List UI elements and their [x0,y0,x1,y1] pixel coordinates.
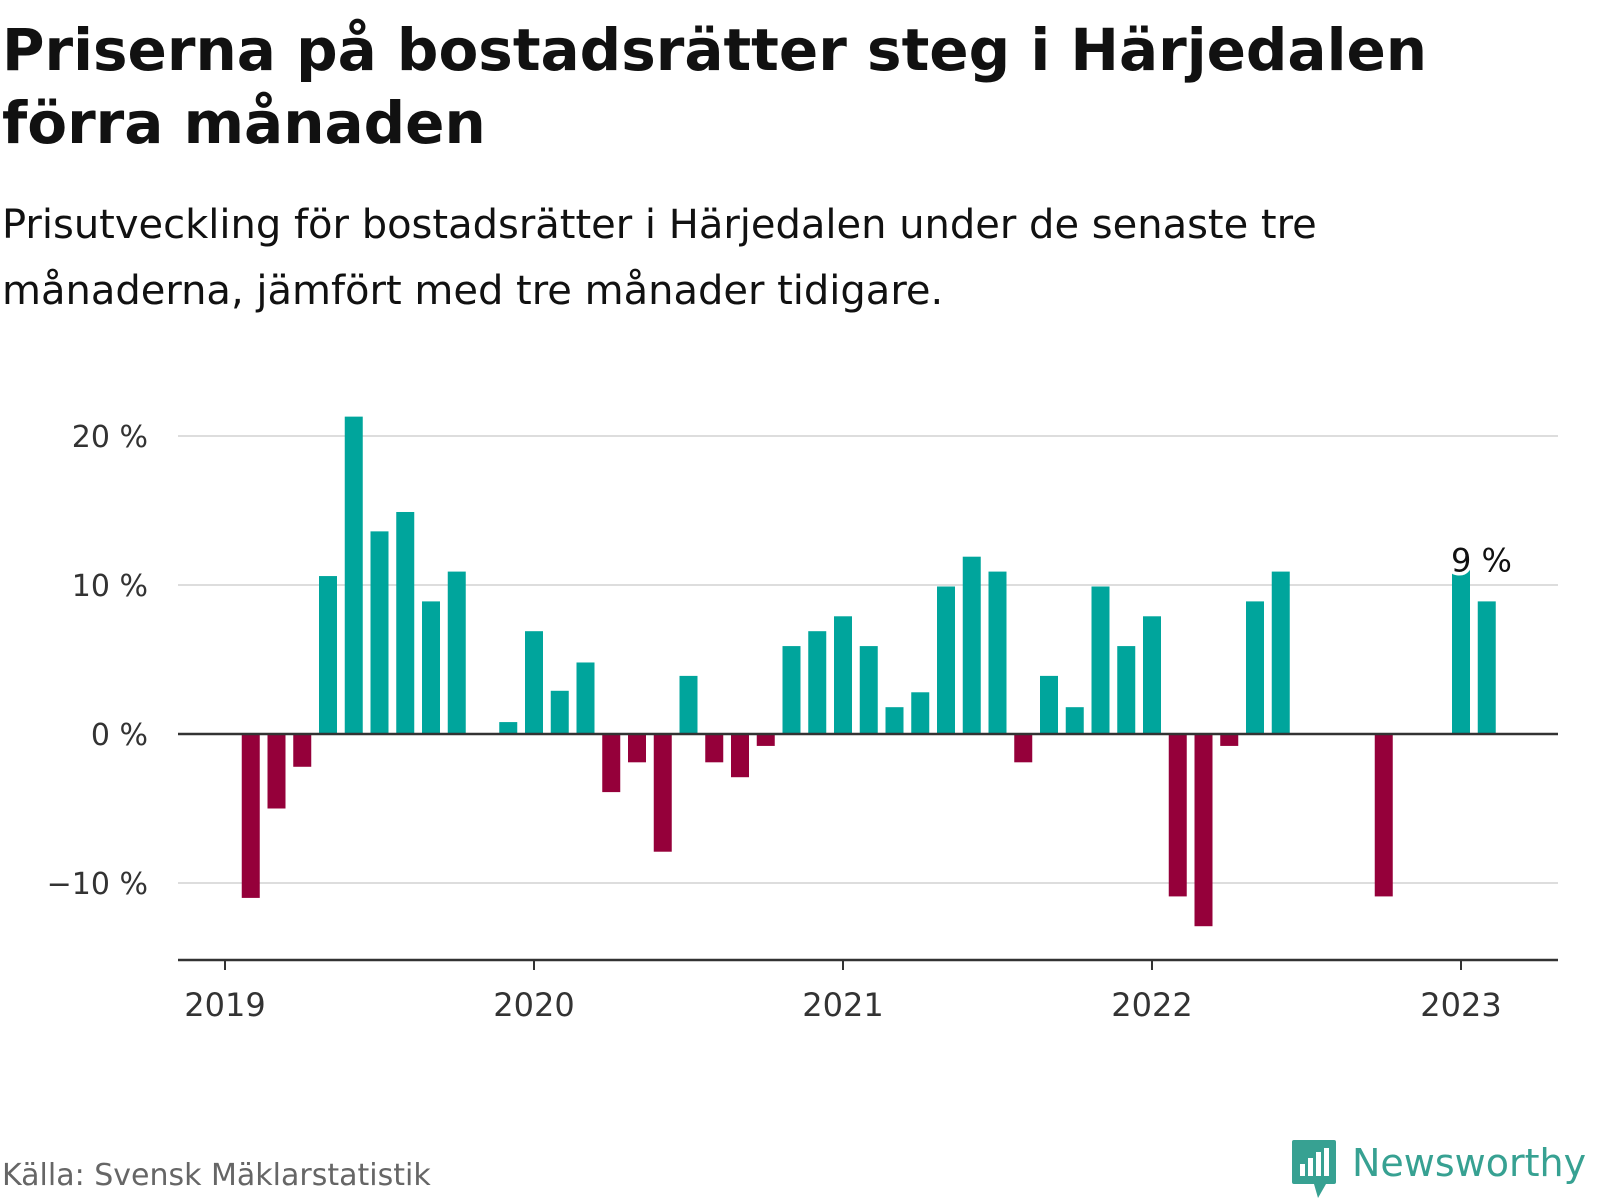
newsworthy-logo-icon [1292,1140,1336,1198]
bar [911,692,930,734]
bar [1143,616,1161,734]
bar [1246,601,1264,734]
bar [576,662,595,734]
bar [962,556,981,734]
brand-logo: Newsworthy [1290,1138,1586,1200]
bar [859,646,878,734]
chart-subtitle: Prisutveckling för bostadsrätter i Härje… [2,202,1317,314]
bar [705,734,724,763]
bar [628,734,646,763]
bar [447,571,466,734]
bar [808,631,827,734]
bar [1220,734,1239,746]
bar [525,631,543,734]
x-tick-label: 2020 [493,986,574,1024]
bar [396,511,415,734]
bar [499,722,518,734]
bar [1065,707,1084,734]
chart-title: Priserna på bostadsrätter steg i Härjeda… [2,16,1428,157]
bar [344,416,363,734]
bar [1040,675,1058,734]
bar [653,734,672,852]
bar [1374,734,1393,897]
bar [267,734,286,809]
y-tick-label: 20 % [72,420,148,455]
bar [1168,734,1187,897]
bar [988,571,1007,734]
bar [293,734,312,767]
bar [1117,646,1136,734]
bar [602,734,621,793]
y-tick-label: 10 % [72,569,148,604]
bar [782,646,801,734]
bar [937,586,955,734]
x-tick-label: 2021 [802,986,883,1024]
bar [1271,571,1290,734]
bar [1014,734,1033,763]
bar [370,531,389,734]
bar [319,576,337,734]
y-tick-label: 0 % [91,718,148,753]
y-tick-label: −10 % [47,867,148,902]
bar [679,675,698,734]
bar [756,734,775,746]
bar [422,601,440,734]
bar [1452,565,1470,734]
source-note: Källa: Svensk Mäklarstatistik [2,1158,431,1193]
x-tick-label: 2019 [184,986,265,1024]
x-tick-label: 2022 [1111,986,1192,1024]
brand-name: Newsworthy [1352,1141,1587,1185]
x-tick-label: 2023 [1420,986,1501,1024]
bar [1091,586,1110,734]
bar [885,707,904,734]
bar [1194,734,1213,927]
bar-chart: −10 % 0 % 10 % 20 % 2019 2020 2021 2022 2023 9 % [47,416,1558,1024]
bar [1477,601,1496,734]
bar [834,616,852,734]
data-label: 9 % [1451,542,1512,580]
bar [731,734,749,778]
bar [241,734,260,898]
bar [550,690,569,734]
